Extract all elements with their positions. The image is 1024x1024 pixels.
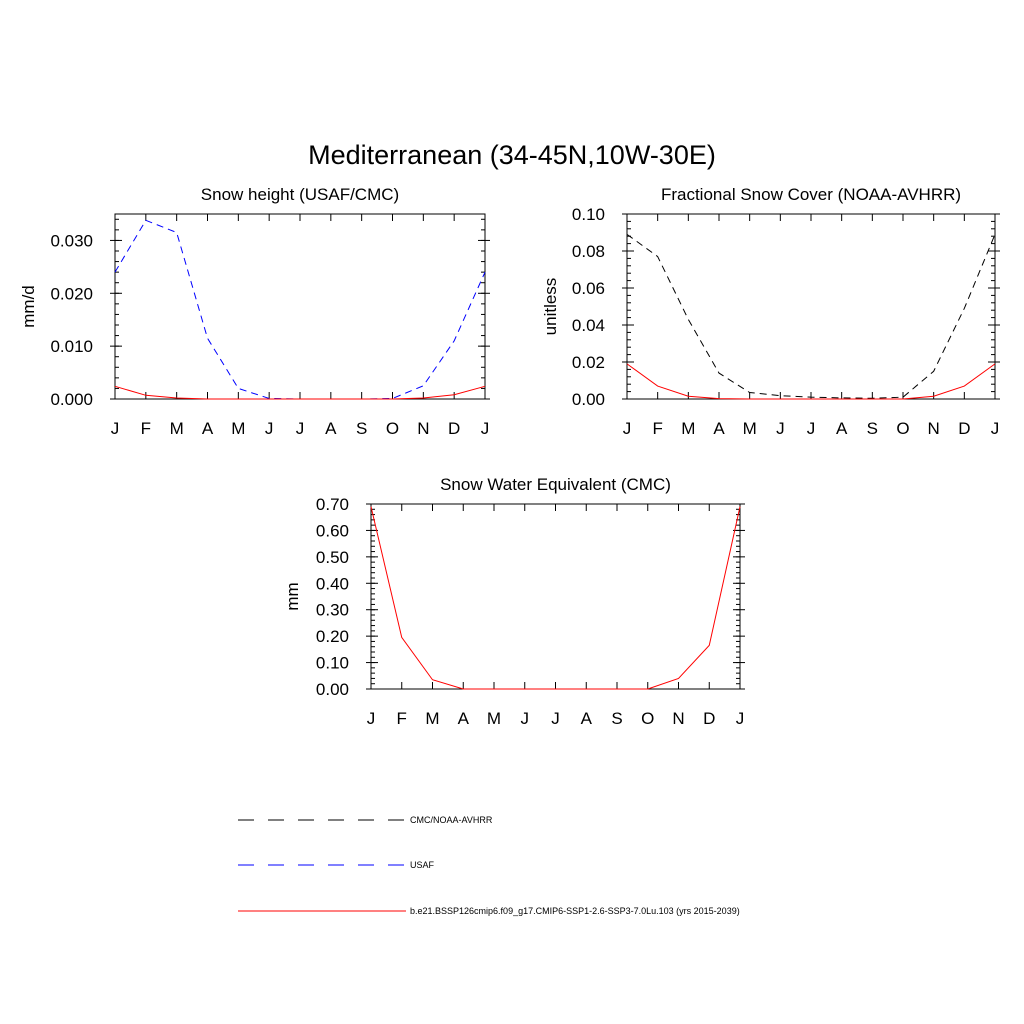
x-tick-label: D xyxy=(958,419,970,438)
y-tick-label: 0.10 xyxy=(316,654,349,673)
legend-label-1: CMC/NOAA-AVHRR xyxy=(410,815,493,825)
x-tick-label: J xyxy=(296,419,305,438)
x-tick-label: J xyxy=(521,709,530,728)
x-tick-label: O xyxy=(896,419,909,438)
y-tick-label: 0.030 xyxy=(50,231,93,250)
x-tick-label: J xyxy=(367,709,376,728)
y-tick-label: 0.60 xyxy=(316,521,349,540)
y-tick-label: 0.20 xyxy=(316,627,349,646)
series-line-obs xyxy=(626,233,996,399)
x-tick-label: M xyxy=(231,419,245,438)
x-tick-label: M xyxy=(170,419,184,438)
y-tick-label: 0.50 xyxy=(316,548,349,567)
x-tick-label: M xyxy=(743,419,757,438)
x-tick-label: F xyxy=(652,419,662,438)
y-tick-label: 0.06 xyxy=(572,279,605,298)
y-tick-label: 0.04 xyxy=(572,316,605,335)
x-tick-label: N xyxy=(928,419,940,438)
y-tick-label: 0.08 xyxy=(572,242,605,261)
x-tick-label: A xyxy=(458,709,470,728)
y-tick-label: 0.020 xyxy=(50,284,93,303)
x-tick-label: J xyxy=(111,419,120,438)
x-tick-label: A xyxy=(713,419,725,438)
panel-1: Snow height (USAF/CMC)mm/dJ F M A M J J A S O N D J0… xyxy=(19,185,490,438)
series-line-usaf xyxy=(114,219,486,400)
panel-title: Fractional Snow Cover (NOAA-AVHRR) xyxy=(661,185,961,204)
y-tick-label: 0.10 xyxy=(572,205,605,224)
panel-title: Snow height (USAF/CMC) xyxy=(201,185,399,204)
legend: CMC/NOAA-AVHRR USAF b.e21.BSSP126cmip6.f09… xyxy=(238,815,740,916)
x-tick-label: F xyxy=(397,709,407,728)
x-tick-label: F xyxy=(141,419,151,438)
y-tick-label: 0.00 xyxy=(316,680,349,699)
panel-title: Snow Water Equivalent (CMC) xyxy=(440,475,671,494)
y-tick-label: 0.010 xyxy=(50,337,93,356)
y-tick-label: 0.30 xyxy=(316,601,349,620)
y-axis-label: mm/d xyxy=(19,285,38,328)
panel-2: Fractional Snow Cover (NOAA-AVHRR) unitle… xyxy=(541,185,1000,438)
y-axis-label: mm xyxy=(283,582,302,610)
plot-frame xyxy=(114,213,486,400)
x-tick-label: J xyxy=(736,709,745,728)
x-tick-label: J xyxy=(551,709,560,728)
x-tick-label: S xyxy=(867,419,878,438)
x-tick-label: N xyxy=(672,709,684,728)
x-tick-label: D xyxy=(703,709,715,728)
x-tick-label: S xyxy=(356,419,367,438)
y-axis-label: unitless xyxy=(541,278,560,336)
y-tick-label: 0.000 xyxy=(50,390,93,409)
y-tick-label: 0.00 xyxy=(572,390,605,409)
series-line-model xyxy=(114,385,486,400)
figure-title: Mediterranean (34-45N,10W-30E) xyxy=(308,140,716,170)
y-tick-label: 0.40 xyxy=(316,574,349,593)
x-tick-label: D xyxy=(448,419,460,438)
x-tick-label: M xyxy=(681,419,695,438)
x-tick-label: O xyxy=(641,709,654,728)
series-line-model xyxy=(370,506,741,690)
x-tick-label: M xyxy=(425,709,439,728)
x-tick-label: J xyxy=(623,419,632,438)
x-tick-label: O xyxy=(386,419,399,438)
x-tick-label: J xyxy=(807,419,816,438)
x-tick-label: A xyxy=(581,709,593,728)
panels: Snow height (USAF/CMC)mm/dJ F M A M J J A S O N D J0… xyxy=(19,185,1000,728)
legend-label-2: USAF xyxy=(410,860,435,870)
x-tick-label: A xyxy=(202,419,214,438)
x-tick-label: J xyxy=(481,419,490,438)
x-tick-label: A xyxy=(325,419,337,438)
x-tick-label: A xyxy=(836,419,848,438)
x-tick-label: J xyxy=(991,419,1000,438)
y-tick-label: 0.70 xyxy=(316,495,349,514)
panel-3: Snow Water Equivalent (CMC)mmJ F M A M J J A S O N… xyxy=(283,475,745,728)
series-line-model xyxy=(626,363,996,400)
x-tick-label: J xyxy=(265,419,274,438)
legend-label-3: b.e21.BSSP126cmip6.f09_g17.CMIP6-SSP1-2.… xyxy=(410,906,740,916)
plot-frame xyxy=(370,503,741,690)
x-tick-label: J xyxy=(776,419,785,438)
y-tick-label: 0.02 xyxy=(572,353,605,372)
x-tick-label: M xyxy=(487,709,501,728)
plot-frame xyxy=(626,213,996,400)
x-tick-label: S xyxy=(611,709,622,728)
x-tick-label: N xyxy=(417,419,429,438)
